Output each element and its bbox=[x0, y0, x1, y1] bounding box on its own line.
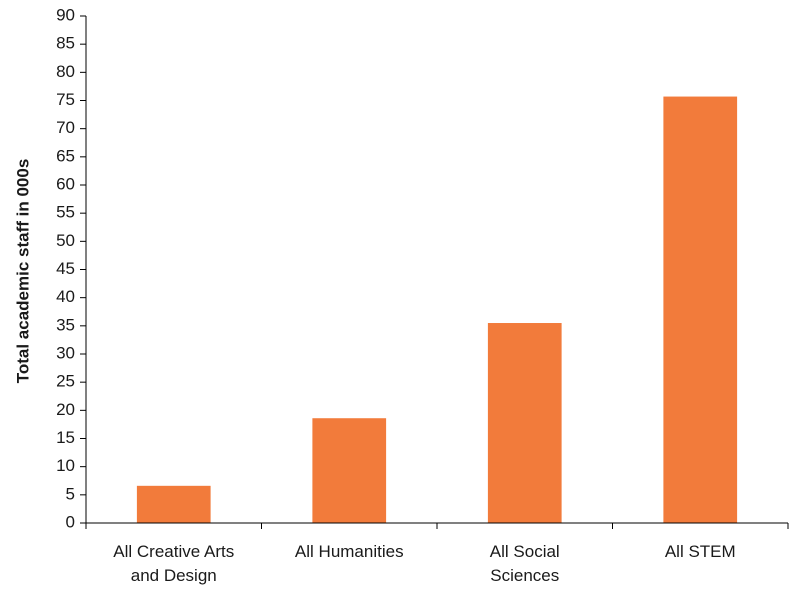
y-axis-title: Total academic staff in 000s bbox=[13, 159, 32, 384]
y-tick-label: 70 bbox=[56, 118, 75, 137]
y-tick-label: 15 bbox=[56, 428, 75, 447]
y-tick-label: 30 bbox=[56, 343, 75, 362]
y-tick-label: 55 bbox=[56, 203, 75, 222]
y-tick-label: 50 bbox=[56, 231, 75, 250]
x-category-label: All STEM bbox=[665, 542, 736, 561]
y-tick-label: 10 bbox=[56, 456, 75, 475]
y-tick-label: 90 bbox=[56, 5, 75, 24]
y-tick-label: 40 bbox=[56, 287, 75, 306]
x-axis: All Creative Arts and Design All Humanitie… bbox=[85, 522, 789, 585]
y-tick-label: 5 bbox=[66, 484, 75, 503]
bar bbox=[312, 418, 387, 523]
bars bbox=[136, 96, 738, 523]
y-tick-label: 45 bbox=[56, 259, 75, 278]
y-tick-label: 80 bbox=[56, 62, 75, 81]
y-tick-label: 65 bbox=[56, 146, 75, 165]
y-tick-label: 0 bbox=[66, 512, 75, 531]
y-tick-label: 75 bbox=[56, 90, 75, 109]
y-tick-label: 60 bbox=[56, 174, 75, 193]
x-category-label: All Social Sciences bbox=[490, 542, 560, 585]
y-tick-label: 85 bbox=[56, 34, 75, 53]
y-tick-label: 35 bbox=[56, 315, 75, 334]
bar bbox=[136, 485, 211, 523]
y-tick-label: 20 bbox=[56, 400, 75, 419]
x-category-label: All Creative Arts and Design bbox=[113, 542, 234, 585]
bar bbox=[663, 96, 738, 523]
y-tick-label: 25 bbox=[56, 372, 75, 391]
x-category-label: All Humanities bbox=[295, 542, 404, 561]
bar bbox=[487, 323, 562, 523]
y-axis: 0 5 10 15 20 25 30 35 40 45 50 55 60 65 70 75 80 85 90 bbox=[56, 5, 87, 531]
